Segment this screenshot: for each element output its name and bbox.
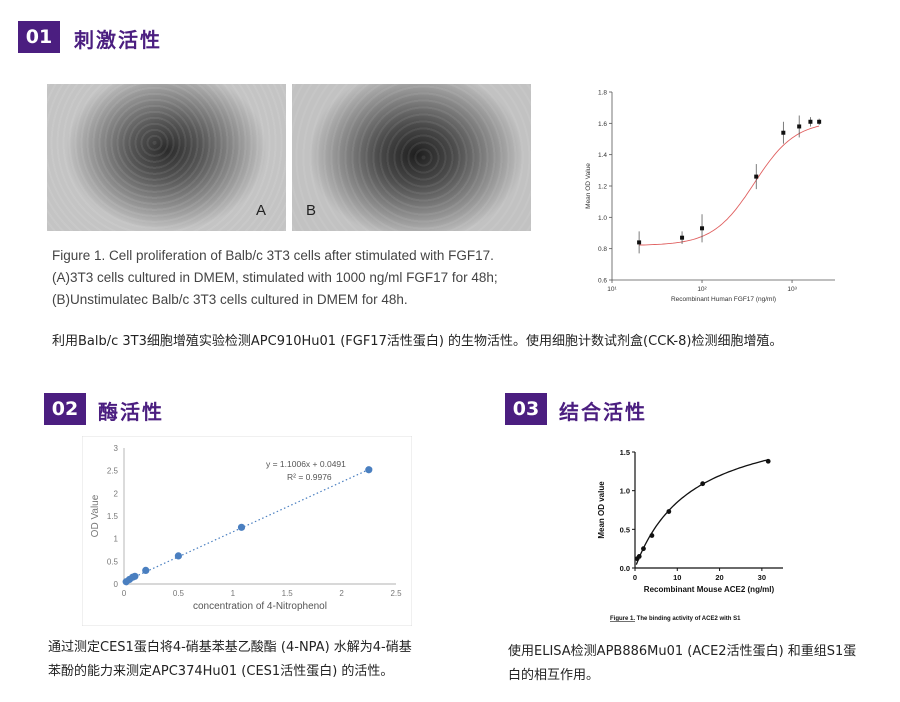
trendline-equation: y = 1.1006x + 0.0491 <box>266 459 346 469</box>
data-point <box>797 124 802 129</box>
section3-description: 使用ELISA检测APB886Mu01 (ACE2活性蛋白) 和重组S1蛋 白的… <box>508 640 898 688</box>
y-tick-label: 1 <box>114 535 119 544</box>
data-point <box>637 240 642 245</box>
figure-caption-label: Figure 1. <box>610 616 635 622</box>
x-tick-label: 30 <box>758 573 766 582</box>
micrograph-a: A <box>47 84 286 231</box>
data-point <box>142 566 150 574</box>
x-axis-label: Recombinant Mouse ACE2 (ng/ml) <box>644 585 775 594</box>
y-tick-label: 3 <box>114 444 119 453</box>
x-tick-label: 1.5 <box>282 589 294 598</box>
x-tick-label: 1 <box>231 589 236 598</box>
data-point <box>237 523 246 531</box>
fit-curve <box>639 125 820 246</box>
figure-caption-text: The binding activity of ACE2 with S1 <box>635 616 741 622</box>
x-tick-label: 0.5 <box>173 589 185 598</box>
y-tick-label: 1.0 <box>598 215 607 222</box>
data-point <box>700 481 706 487</box>
trend-line <box>123 467 373 583</box>
y-tick-label: 1.6 <box>598 121 607 128</box>
x-tick-label: 2.5 <box>390 589 402 598</box>
data-point <box>666 509 672 514</box>
y-tick-label: 0.0 <box>620 564 630 573</box>
micrograph-label: A <box>255 202 266 219</box>
x-tick-label: 10² <box>697 286 707 293</box>
ace2-binding-chart: 0.0 0.5 1.0 1.5 0 10 20 30 Recombinant Mouse ACE… <box>597 448 783 622</box>
y-tick-label: 2.5 <box>107 467 119 476</box>
y-axis-label: Mean OD Value <box>585 163 592 209</box>
y-tick-label: 1.0 <box>620 487 630 496</box>
y-tick-label: 0.8 <box>598 246 607 253</box>
data-point <box>641 546 646 552</box>
y-tick-label: 1.5 <box>620 448 630 457</box>
fgf17-dose-response-chart: 0.6 0.8 1.0 1.2 1.4 1.6 1.8 10¹ 10² 10³ Recombinan… <box>585 90 835 303</box>
data-point <box>817 119 822 124</box>
y-tick-label: 1.8 <box>598 90 607 97</box>
section-number-badge: 01 <box>18 21 60 53</box>
section-title: 刺激活性 <box>74 28 162 52</box>
chart-frame <box>82 436 412 626</box>
data-point <box>781 130 786 135</box>
x-tick-label: 0 <box>122 589 127 598</box>
section-number-badge: 03 <box>505 393 547 425</box>
data-point <box>636 554 642 559</box>
section-title: 结合活性 <box>559 400 647 424</box>
data-point <box>754 174 759 179</box>
x-axis-label: Recombinant Human FGF17 (ng/ml) <box>671 296 776 303</box>
data-point <box>765 458 771 464</box>
x-tick-label: 10¹ <box>607 286 617 293</box>
data-point <box>131 572 139 580</box>
description-line: 通过测定CES1蛋白将4-硝基苯基乙酸酯 (4-NPA) 水解为4-硝基 <box>48 640 412 655</box>
y-axis-label: Mean OD value <box>597 481 606 539</box>
figure-caption: Figure 1. The binding activity of ACE2 w… <box>610 616 741 622</box>
data-point <box>680 235 685 240</box>
x-tick-label: 2 <box>339 589 344 598</box>
x-tick-label: 0 <box>633 573 637 582</box>
caption-line: (B)Unstimulatec Balb/c 3T3 cells culture… <box>52 292 408 307</box>
description-line: 白的相互作用。 <box>508 668 600 683</box>
y-tick-label: 1.5 <box>107 512 119 521</box>
x-tick-label: 20 <box>715 573 723 582</box>
y-tick-label: 2 <box>114 489 119 498</box>
data-point <box>700 226 705 231</box>
micrograph-label: B <box>306 202 317 219</box>
y-tick-label: 1.2 <box>598 184 607 191</box>
section2-description: 通过测定CES1蛋白将4-硝基苯基乙酸酯 (4-NPA) 水解为4-硝基 苯酚的… <box>48 636 468 684</box>
ces1-standard-curve-chart: 0 0.5 1 1.5 2 2.5 3 0 0.5 1 1.5 2 2.5 y = 1.1006x + 0… <box>82 436 412 626</box>
figure1-caption: Figure 1. Cell proliferation of Balb/c 3… <box>52 245 572 311</box>
caption-line: (A)3T3 cells cultured in DMEM, stimulate… <box>52 270 498 285</box>
y-tick-label: 1.4 <box>598 152 607 159</box>
micrograph-b: B <box>292 84 531 231</box>
fit-curve <box>635 459 769 565</box>
data-point <box>649 533 655 538</box>
x-tick-label: 10³ <box>787 286 797 293</box>
x-tick-label: 10 <box>673 573 681 582</box>
caption-line: Figure 1. Cell proliferation of Balb/c 3… <box>52 248 494 263</box>
y-tick-label: 0.5 <box>107 557 119 566</box>
data-point <box>808 119 813 124</box>
description-line: 使用ELISA检测APB886Mu01 (ACE2活性蛋白) 和重组S1蛋 <box>508 644 857 659</box>
section1-description: 利用Balb/c 3T3细胞增殖实验检测APC910Hu01 (FGF17活性蛋… <box>52 334 783 349</box>
data-point <box>365 466 373 474</box>
y-axis-label: OD Value <box>90 494 101 537</box>
y-tick-label: 0.5 <box>620 525 630 534</box>
y-tick-label: 0.6 <box>598 278 607 285</box>
r-squared-label: R² = 0.9976 <box>287 472 332 482</box>
description-line: 苯酚的能力来测定APC374Hu01 (CES1活性蛋白) 的活性。 <box>48 664 394 679</box>
y-tick-label: 0 <box>114 580 119 589</box>
section-title: 酶活性 <box>98 400 164 424</box>
data-point <box>174 552 182 560</box>
section-number-badge: 02 <box>44 393 86 425</box>
x-axis-label: concentration of 4-Nitrophenol <box>193 601 327 612</box>
